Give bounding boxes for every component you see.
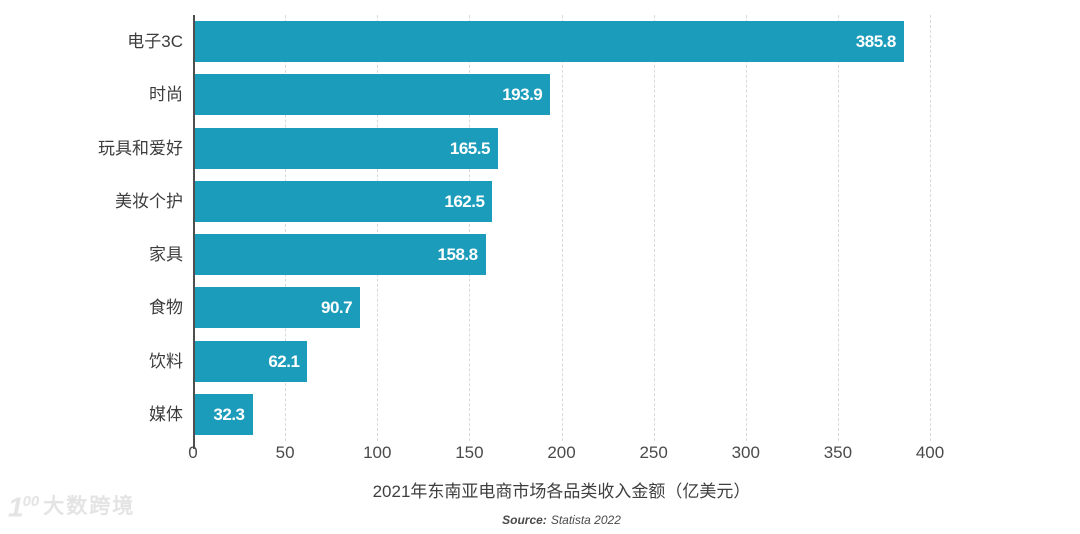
x-tick-label-150: 150 [455,443,484,462]
category-label: 饮料 [149,351,183,371]
category-label: 食物 [149,298,183,318]
bar-3: 165.5 [195,127,498,169]
bar-value-label: 158.8 [437,245,479,264]
gridline-x-50 [285,15,287,441]
bar-value-label: 385.8 [855,32,897,51]
bar-row: 158.8 [193,228,930,281]
bar-8: 32.3 [195,393,253,435]
x-tick-label-300: 300 [731,443,760,462]
watermark-text: 大数跨境 [43,494,136,518]
chart-title: 2021年东南亚电商市场各品类收入金额（亿美元） [372,482,751,501]
x-tick-label-100: 100 [363,443,392,462]
gridline-x-250 [653,15,655,441]
source-label: Source: [502,513,547,527]
bar-7: 62.1 [195,340,308,382]
bar-value-label: 165.5 [449,138,491,158]
category-label: 美妆个护 [115,191,183,211]
x-tick-label-400: 400 [915,443,945,462]
x-tick-label-250: 250 [639,443,668,462]
gridline-x-150 [469,15,471,441]
bar-row: 62.1 [193,335,930,388]
category-label: 时尚 [149,85,183,105]
bar-1: 385.8 [195,21,904,62]
source-line: Source: Statista 2022 [193,513,930,527]
bar-value-label: 62.1 [268,351,300,371]
watermark: 100 大数跨境 [8,488,135,521]
category-label: 家具 [149,245,183,264]
x-tick-label-50: 50 [275,443,295,462]
watermark-logo-icon: 100 [8,491,40,523]
gridline-x-400 [930,15,931,441]
gridline-x-200 [561,15,563,441]
bar-row: 385.8 [193,15,930,68]
bar-row: 193.9 [193,68,930,121]
bar-2: 193.9 [195,74,551,116]
gridline-x-300 [745,15,747,441]
gridline-x-350 [837,15,839,441]
bar-row: 165.5 [193,122,930,175]
bar-value-label: 193.9 [502,85,543,105]
source-text: Statista 2022 [550,513,621,527]
bar-6: 90.7 [195,287,361,329]
bar-value-label: 90.7 [321,298,353,318]
bar-row: 162.5 [193,175,930,228]
x-tick-label-200: 200 [547,443,576,462]
bar-row: 90.7 [193,281,930,334]
bar-row: 32.3 [193,388,930,441]
x-tick-label-350: 350 [823,443,853,462]
category-label: 玩具和爱好 [98,138,183,158]
x-tick-label-0: 0 [188,443,198,462]
x-axis: 0 50 100 150 200 250 300 350 400 [188,443,944,467]
y-axis-line [193,15,195,449]
gridline-x-100 [377,15,379,441]
bar-5: 158.8 [195,234,486,275]
category-label: 媒体 [149,404,183,424]
category-label: 电子3C [127,32,183,51]
bar-4: 162.5 [195,180,493,222]
plot-area: 385.8 电子3C 193.9 时尚 165.5 玩具和爱好 162.5 美妆个护 158.8… [98,15,931,449]
bar-value-label: 32.3 [213,404,245,424]
bar-value-label: 162.5 [444,191,485,211]
